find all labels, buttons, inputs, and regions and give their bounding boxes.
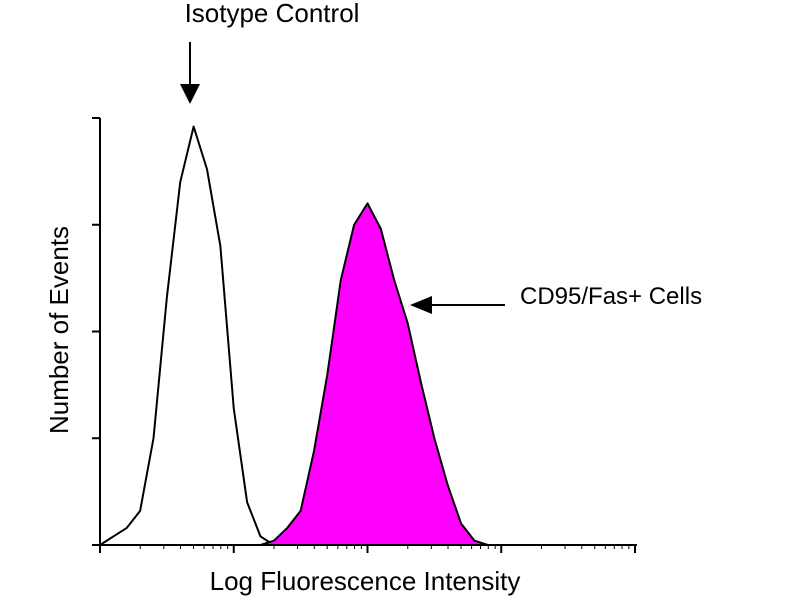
histogram-curve	[99, 202, 503, 546]
arrow-head	[410, 296, 432, 314]
isotype-label: Isotype Control	[185, 0, 360, 28]
y-axis-label: Number of Events	[44, 226, 74, 434]
arrow-head	[180, 84, 200, 104]
cd95-label: CD95/Fas+ Cells	[520, 283, 702, 310]
x-axis-label: Log Fluorescence Intensity	[210, 566, 521, 596]
